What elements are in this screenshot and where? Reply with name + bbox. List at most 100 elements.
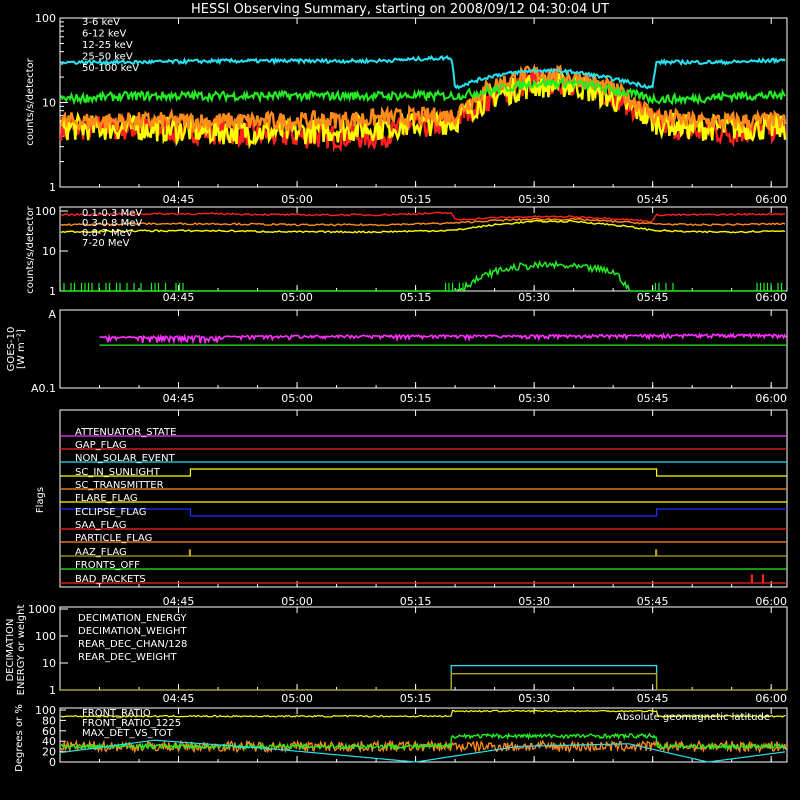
lc1-xtick-label: 05:15 <box>400 193 432 206</box>
bottom-ytick-label: 100 <box>35 704 56 717</box>
goes-ylabel-1: GOES-10 <box>6 327 17 372</box>
dec-ytick-label: 1000 <box>28 603 56 616</box>
lc2-xtick-label: 05:30 <box>518 291 550 304</box>
goes-xtick-label: 05:00 <box>281 392 313 405</box>
bottom-legend-1: FRONT_RATIO_1225 <box>82 718 181 729</box>
lc2-legend-1: 0.3-0.8 MeV <box>82 218 142 229</box>
dec-legend-0: DECIMATION_ENERGY <box>78 613 187 624</box>
lc1-ylabel: counts/s/detector <box>25 57 36 145</box>
flags-xtick-label: 05:15 <box>400 595 432 608</box>
dec-ylabel-1: DECIMATION <box>5 618 16 681</box>
bottom-ytick-label: 80 <box>42 714 56 727</box>
lc2-legend-0: 0.1-0.3 MeV <box>82 208 142 219</box>
bottom-frame <box>59 707 788 763</box>
flag-line-9 <box>60 549 787 557</box>
goes-xtick-label: 05:45 <box>637 392 669 405</box>
lc1-ytick-label: 1 <box>49 181 56 194</box>
lc2-series-2 <box>60 219 786 234</box>
dec-xtick-label: 05:00 <box>281 692 313 705</box>
flags-xtick-label: 06:00 <box>755 595 787 608</box>
flags-ylabel: Flags <box>35 487 46 513</box>
lc1-series-4 <box>60 54 786 90</box>
flag-line-11 <box>60 574 787 584</box>
dec-xtick-label: 05:30 <box>518 692 550 705</box>
goes-xtick-label: 05:15 <box>400 392 432 405</box>
bottom-legend-0: FRONT_RATIO <box>82 708 151 719</box>
flag-line-3 <box>60 468 787 477</box>
bottom-ytick-label: 40 <box>42 735 56 748</box>
dec-legend-2: REAR_DEC_CHAN/128 <box>78 639 187 650</box>
dec-series-0 <box>60 664 787 691</box>
lc2-legend-3: 7-20 MeV <box>82 238 130 249</box>
dec-ytick-label: 1 <box>49 684 56 697</box>
bottom-legend-2: MAX_DET_VS_TOT <box>82 728 174 739</box>
lc2-xtick-label: 06:00 <box>755 291 787 304</box>
flags-xtick-label: 05:00 <box>281 595 313 608</box>
flag-label-10: FRONTS_OFF <box>75 560 140 571</box>
flag-label-5: FLARE_FLAG <box>75 493 138 504</box>
lc2-series-3 <box>61 259 786 292</box>
lc2-xtick-label: 04:45 <box>163 291 195 304</box>
lc2-spikes <box>63 282 783 291</box>
flags-frame <box>59 409 788 588</box>
goes-ytick-label: A0.1 <box>31 382 56 395</box>
bottom-series-0 <box>60 709 786 718</box>
bottom-ylabel: Degrees or % <box>14 704 25 772</box>
dec-legend-3: REAR_DEC_WEIGHT <box>78 652 177 663</box>
lc2-ytick-label: 1 <box>49 285 56 298</box>
flag-label-11: BAD_PACKETS <box>75 574 146 585</box>
flag-label-4: SC_TRANSMITTER <box>75 480 164 491</box>
lc2-ytick-label: 100 <box>35 205 56 218</box>
chart-title: HESSI Observing Summary, starting on 200… <box>191 2 609 17</box>
bottom-series-1 <box>60 732 787 751</box>
bottom-series-3 <box>60 739 786 763</box>
flags-xtick-label: 05:30 <box>518 595 550 608</box>
bottom-ytick-label: 60 <box>42 725 56 738</box>
lc2-series-0 <box>60 211 786 223</box>
lc2-xtick-label: 05:00 <box>281 291 313 304</box>
goes-xtick-label: 05:30 <box>518 392 550 405</box>
lc2-frame <box>59 206 788 292</box>
flag-label-0: ATTENUATOR_STATE <box>75 427 176 438</box>
flag-label-2: NON_SOLAR_EVENT <box>75 453 176 464</box>
flag-line-6 <box>60 508 787 517</box>
lc1-xtick-label: 05:45 <box>637 193 669 206</box>
dec-xtick-label: 05:45 <box>637 692 669 705</box>
goes-ytick-label: A <box>48 308 56 321</box>
lc2-series-1 <box>60 217 786 227</box>
dec-xtick-label: 04:45 <box>163 692 195 705</box>
bottom-ytick-label: 20 <box>42 746 56 759</box>
lc2-xtick-label: 05:15 <box>400 291 432 304</box>
lc2-xtick-label: 05:45 <box>637 291 669 304</box>
lc1-xtick-label: 06:00 <box>755 193 787 206</box>
bottom-right-legend: Absolute geomagnetic latitude <box>616 712 770 723</box>
lc1-legend-4: 50-100 keV <box>82 63 139 74</box>
flag-label-9: AAZ_FLAG <box>75 547 127 558</box>
lc1-ytick-label: 10 <box>42 97 56 110</box>
lc1-legend-3: 25-50 keV <box>82 52 133 63</box>
dec-xtick-label: 05:15 <box>400 692 432 705</box>
dec-xtick-label: 06:00 <box>755 692 787 705</box>
flag-label-3: SC_IN_SUNLIGHT <box>75 467 161 478</box>
goes-xtick-label: 04:45 <box>163 392 195 405</box>
flag-label-8: PARTICLE_FLAG <box>75 533 152 544</box>
dec-series-1 <box>60 673 787 691</box>
lc1-xtick-label: 05:30 <box>518 193 550 206</box>
flag-label-7: SAA_FLAG <box>75 520 126 531</box>
flags-xtick-label: 04:45 <box>163 595 195 608</box>
goes-frame <box>59 309 788 389</box>
lc1-legend-2: 12-25 keV <box>82 40 133 51</box>
dec-ytick-label: 10 <box>42 657 56 670</box>
lc1-legend-1: 6-12 keV <box>82 29 126 40</box>
lc1-legend-0: 3-6 keV <box>82 17 120 28</box>
lc1-series-3 <box>60 76 786 106</box>
lc1-xtick-label: 04:45 <box>163 193 195 206</box>
lc1-ytick-label: 100 <box>35 12 56 25</box>
lc1-xtick-label: 05:00 <box>281 193 313 206</box>
lc2-ylabel: counts/s/detector <box>25 205 36 293</box>
dec-ytick-label: 100 <box>35 630 56 643</box>
flag-label-6: ECLIPSE_FLAG <box>75 507 146 518</box>
bottom-ytick-label: 0 <box>49 756 56 769</box>
lc2-legend-2: 0.8-7 MeV <box>82 228 133 239</box>
